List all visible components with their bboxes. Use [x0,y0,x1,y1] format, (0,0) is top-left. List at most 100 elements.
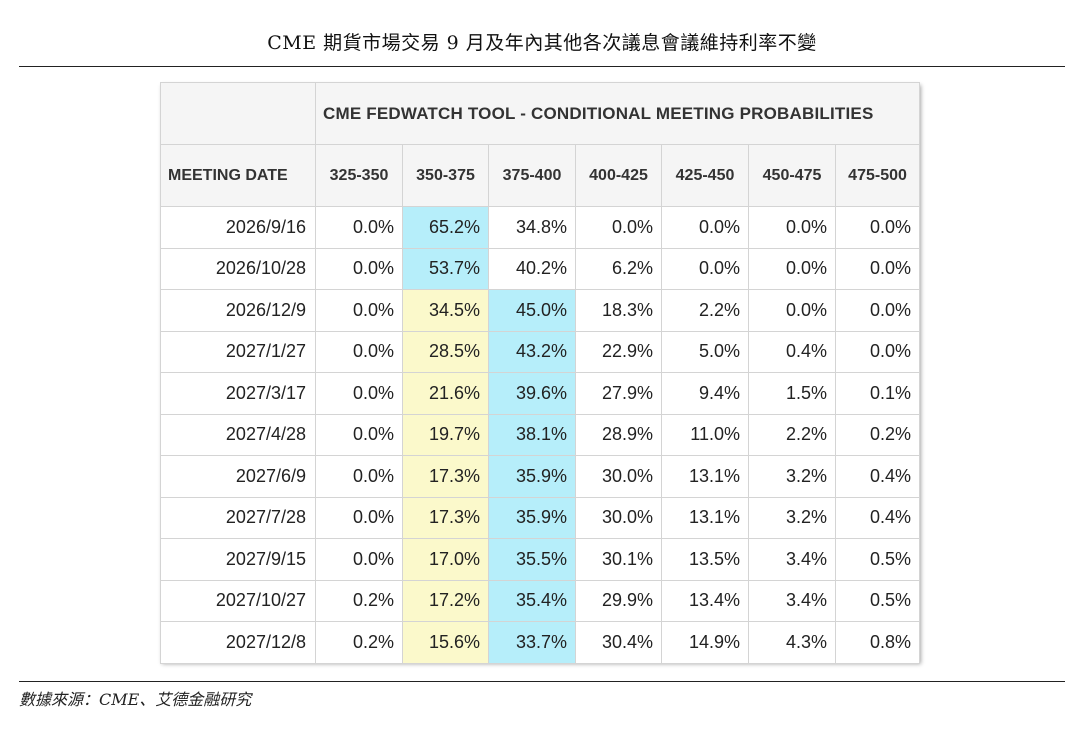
probability-cell: 0.0% [834,330,921,373]
probability-cell: 0.1% [834,372,921,415]
probability-cell: 0.0% [661,206,749,249]
probability-cell: 6.2% [575,247,662,290]
meeting-date-cell: 2027/9/15 [160,538,316,581]
bottom-divider [19,681,1065,682]
table-row: 2026/12/9 0.0% 34.5% 45.0% 18.3% 2.2% 0.0% 0.0% [160,289,921,332]
probability-cell: 0.2% [315,579,403,622]
probability-cell: 30.4% [575,621,662,664]
rate-range-header: 475-500 [834,144,921,207]
probability-cell: 3.2% [748,496,836,539]
probability-cell: 3.4% [748,579,836,622]
probability-cell: 17.2% [402,579,489,622]
probability-cell: 17.3% [402,496,489,539]
meeting-date-cell: 2027/7/28 [160,496,316,539]
table-row: 2027/10/27 0.2% 17.2% 35.4% 29.9% 13.4% 3.4% 0.… [160,579,921,622]
meeting-date-header: MEETING DATE [160,144,316,207]
probability-cell: 65.2% [402,206,489,249]
table-row: 2027/1/27 0.0% 28.5% 43.2% 22.9% 5.0% 0.4% 0.0% [160,330,921,373]
probability-cell: 15.6% [402,621,489,664]
fedwatch-table-panel: CME FEDWATCH TOOL - CONDITIONAL MEETING … [160,82,921,664]
probability-cell: 35.4% [488,579,576,622]
table-title: CME FEDWATCH TOOL - CONDITIONAL MEETING … [314,82,921,145]
table-row: 2026/9/16 0.0% 65.2% 34.8% 0.0% 0.0% 0.0% 0.0% [160,206,921,249]
probability-cell: 13.5% [661,538,749,581]
probability-cell: 0.0% [748,247,836,290]
chart-title: CME 期貨市場交易 9 月及年內其他各次議息會議維持利率不變 [267,32,817,54]
probability-cell: 0.0% [315,455,403,498]
probability-cell: 0.0% [315,496,403,539]
probability-cell: 13.1% [661,455,749,498]
probability-cell: 0.0% [834,247,921,290]
probability-cell: 43.2% [488,330,576,373]
probability-cell: 5.0% [661,330,749,373]
probability-cell: 38.1% [488,413,576,456]
probability-cell: 17.0% [402,538,489,581]
probability-cell: 4.3% [748,621,836,664]
probability-cell: 28.5% [402,330,489,373]
probability-cell: 13.1% [661,496,749,539]
probability-cell: 45.0% [488,289,576,332]
probability-cell: 0.2% [834,413,921,456]
table-row: 2026/10/28 0.0% 53.7% 40.2% 6.2% 0.0% 0.0% 0.0% [160,247,921,290]
probability-cell: 0.0% [315,330,403,373]
meeting-date-cell: 2027/12/8 [160,621,316,664]
probability-cell: 0.0% [575,206,662,249]
probability-cell: 53.7% [402,247,489,290]
probability-cell: 29.9% [575,579,662,622]
table-row: 2027/12/8 0.2% 15.6% 33.7% 30.4% 14.9% 4.3% 0.8… [160,621,921,664]
probability-cell: 35.9% [488,455,576,498]
rate-range-header: 350-375 [402,144,489,207]
table-body: CME FEDWATCH TOOL - CONDITIONAL MEETING … [160,82,921,664]
probability-cell: 0.0% [834,289,921,332]
probability-cell: 30.0% [575,496,662,539]
probability-cell: 11.0% [661,413,749,456]
probability-cell: 0.2% [315,621,403,664]
tool-title-row: CME FEDWATCH TOOL - CONDITIONAL MEETING … [160,82,921,145]
probability-cell: 3.2% [748,455,836,498]
probability-cell: 0.4% [748,330,836,373]
probability-cell: 0.0% [661,247,749,290]
probability-cell: 0.8% [834,621,921,664]
table-row: 2027/4/28 0.0% 19.7% 38.1% 28.9% 11.0% 2.2% 0.2… [160,413,921,456]
probability-cell: 39.6% [488,372,576,415]
probability-cell: 22.9% [575,330,662,373]
rate-range-header: 400-425 [575,144,662,207]
corner-cell [160,82,316,145]
probability-cell: 21.6% [402,372,489,415]
meeting-date-cell: 2027/1/27 [160,330,316,373]
probability-cell: 0.5% [834,579,921,622]
probability-cell: 34.8% [488,206,576,249]
probability-cell: 0.4% [834,496,921,539]
meeting-date-cell: 2026/9/16 [160,206,316,249]
probability-cell: 35.5% [488,538,576,581]
probability-cell: 0.0% [315,538,403,581]
table-row: 2027/6/9 0.0% 17.3% 35.9% 30.0% 13.1% 3.2% 0.4% [160,455,921,498]
probability-cell: 0.5% [834,538,921,581]
probability-cell: 0.0% [315,372,403,415]
probability-cell: 3.4% [748,538,836,581]
probability-cell: 0.0% [315,289,403,332]
probability-cell: 0.0% [315,247,403,290]
table-row: 2027/9/15 0.0% 17.0% 35.5% 30.1% 13.5% 3.4% 0.5… [160,538,921,581]
probability-cell: 18.3% [575,289,662,332]
column-header-row: MEETING DATE 325-350 350-375 375-400 400-42… [160,144,921,207]
meeting-date-cell: 2026/10/28 [160,247,316,290]
rate-range-header: 425-450 [661,144,749,207]
probability-cell: 34.5% [402,289,489,332]
probability-cell: 17.3% [402,455,489,498]
probability-cell: 28.9% [575,413,662,456]
top-divider [19,66,1065,67]
probability-cell: 1.5% [748,372,836,415]
probability-cell: 40.2% [488,247,576,290]
probability-cell: 2.2% [748,413,836,456]
meeting-date-cell: 2027/6/9 [160,455,316,498]
rate-range-header: 325-350 [315,144,403,207]
rate-range-header: 375-400 [488,144,576,207]
probability-cell: 30.1% [575,538,662,581]
meeting-date-cell: 2027/3/17 [160,372,316,415]
probability-cell: 33.7% [488,621,576,664]
meeting-date-cell: 2027/4/28 [160,413,316,456]
probability-cell: 0.0% [834,206,921,249]
probability-cell: 0.0% [315,206,403,249]
probability-cell: 14.9% [661,621,749,664]
